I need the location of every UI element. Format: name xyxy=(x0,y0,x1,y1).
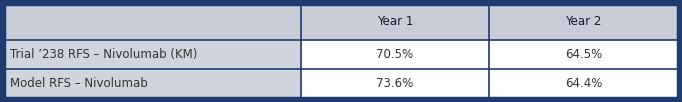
Text: Trial ’238 RFS – Nivolumab (KM): Trial ’238 RFS – Nivolumab (KM) xyxy=(10,48,197,61)
Text: 64.4%: 64.4% xyxy=(565,77,602,90)
Text: Year 2: Year 2 xyxy=(565,15,602,28)
Bar xyxy=(4,40,301,69)
Bar xyxy=(4,4,301,40)
Text: Model RFS – Nivolumab: Model RFS – Nivolumab xyxy=(10,77,148,90)
Bar xyxy=(4,69,301,98)
Bar xyxy=(489,69,678,98)
Text: Year 1: Year 1 xyxy=(376,15,413,28)
Bar xyxy=(489,4,678,40)
Text: 64.5%: 64.5% xyxy=(565,48,602,61)
Text: 73.6%: 73.6% xyxy=(376,77,413,90)
Bar xyxy=(301,4,489,40)
Bar xyxy=(301,69,489,98)
Bar xyxy=(489,40,678,69)
Text: 70.5%: 70.5% xyxy=(376,48,413,61)
Bar xyxy=(301,40,489,69)
